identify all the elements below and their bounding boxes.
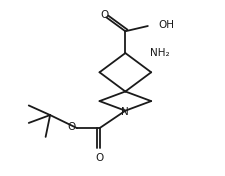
Text: NH₂: NH₂ [149,48,169,58]
Text: O: O [68,122,76,132]
Text: O: O [95,153,103,164]
Text: OH: OH [157,20,173,30]
Text: O: O [99,10,108,20]
Text: N: N [121,107,129,117]
